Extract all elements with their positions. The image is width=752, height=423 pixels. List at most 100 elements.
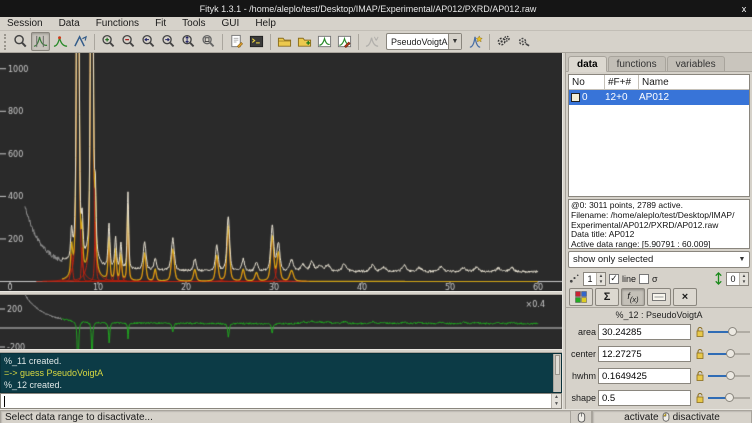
spin-up-icon[interactable]: ▲ <box>597 272 605 279</box>
magnifier-icon <box>14 34 27 48</box>
tab-variables[interactable]: variables <box>666 56 725 71</box>
param-row-hwhm: hwhm <box>566 365 752 387</box>
save-session-button[interactable] <box>335 32 354 51</box>
spin-down-icon[interactable]: ▼ <box>740 278 748 285</box>
script-page-icon <box>231 34 243 48</box>
fit-settings-button[interactable] <box>514 32 533 51</box>
history-spinner[interactable]: ▲ ▼ <box>551 394 561 408</box>
sigma-checkbox[interactable] <box>639 273 650 284</box>
console-scrollbar[interactable] <box>553 354 561 392</box>
param-shape-slider[interactable] <box>708 391 750 405</box>
dataset-list-header: No #F+# Name <box>569 75 749 90</box>
param-area-input[interactable] <box>598 324 691 340</box>
zoom-previous-button[interactable] <box>139 32 158 51</box>
log-viewer-button[interactable] <box>247 32 266 51</box>
text-caret <box>4 395 5 407</box>
save-image-button[interactable] <box>315 32 334 51</box>
param-center-input[interactable] <box>598 346 691 362</box>
chevron-down-icon: ▼ <box>738 256 746 263</box>
mouse-hints: activate disactivate <box>592 410 752 423</box>
load-data-custom-button[interactable] <box>295 32 314 51</box>
toolbar-separator <box>222 33 223 50</box>
load-data-button[interactable] <box>275 32 294 51</box>
activate-mode-button[interactable] <box>71 32 90 51</box>
point-size-spinner[interactable]: 1 ▲ ▼ <box>583 271 606 286</box>
script-editor-button[interactable] <box>227 32 246 51</box>
save-plot-edit-icon <box>337 35 352 48</box>
toolbar-grip[interactable] <box>4 33 8 50</box>
add-peak-star-icon <box>469 35 483 48</box>
param-hwhm-slider[interactable] <box>708 369 750 383</box>
tab-data[interactable]: data <box>568 56 607 72</box>
label-button[interactable] <box>647 288 671 306</box>
disactivate-hint: disactivate <box>672 411 720 423</box>
add-peak-button[interactable] <box>466 32 485 51</box>
info-line: @0: 3011 points, 2789 active. <box>571 200 683 210</box>
selected-function-header: %_12 : PseudoVoigtA <box>615 310 703 320</box>
param-row-center: center <box>566 343 752 365</box>
param-area-slider[interactable] <box>708 325 750 339</box>
dataset-number: 0 <box>582 92 588 103</box>
spin-down-icon[interactable]: ▼ <box>597 278 605 285</box>
menu-fit[interactable]: Fit <box>155 18 167 29</box>
sidebar-tabs: data functions variables <box>566 53 752 72</box>
color-grid-button[interactable] <box>569 288 593 306</box>
zoom-out-button[interactable] <box>119 32 138 51</box>
zoom-next-button[interactable] <box>159 32 178 51</box>
zoom-all-icon <box>202 34 215 48</box>
filter-dropdown[interactable]: show only selected ▼ <box>568 251 750 268</box>
menu-help[interactable]: Help <box>255 18 276 29</box>
spin-up-icon[interactable]: ▲ <box>552 394 561 401</box>
sidebar-splitter[interactable] <box>562 53 566 409</box>
scrollbar-thumb[interactable] <box>555 355 560 375</box>
plot-splitter[interactable] <box>0 291 562 295</box>
title-bar: Fityk 1.3.1 - /home/aleplo/test/Desktop/… <box>0 0 752 17</box>
shift-value: 0 <box>730 273 736 284</box>
lock-icon <box>696 392 703 403</box>
zoom-in-button[interactable] <box>99 32 118 51</box>
param-hwhm-input[interactable] <box>598 368 691 384</box>
lock-button[interactable] <box>693 326 706 338</box>
add-peak-mode-button[interactable] <box>51 32 70 51</box>
menu-session[interactable]: Session <box>7 18 43 29</box>
fit-continue-icon <box>518 37 530 47</box>
auto-add-disabled-icon <box>365 36 379 47</box>
run-fit-button[interactable] <box>494 32 513 51</box>
dataset-row[interactable]: 0 12+0 AP012 <box>569 90 749 105</box>
line-checkbox[interactable]: ✓ <box>609 273 619 284</box>
command-input[interactable]: ▲ ▼ <box>0 393 562 409</box>
shift-spinner[interactable]: 0 ▲ ▼ <box>726 271 749 286</box>
sum-button[interactable]: Σ <box>595 288 619 306</box>
dataset-list: No #F+# Name 0 12+0 AP012 <box>568 74 750 197</box>
function-toolbar: Σ f(x) × <box>566 287 752 308</box>
console-splitter[interactable] <box>0 349 562 353</box>
lock-button[interactable] <box>693 392 706 404</box>
zoom-all-button[interactable] <box>199 32 218 51</box>
menu-gui[interactable]: GUI <box>221 18 240 29</box>
open-folder-plus-icon <box>297 37 312 47</box>
delete-button[interactable]: × <box>673 288 697 306</box>
menu-functions[interactable]: Functions <box>95 18 140 29</box>
info-line: Experimental/AP012/PXRD/AP012.raw <box>571 219 719 230</box>
console-output: %_11 created. =-> guess PseudoVoigtA %_1… <box>0 353 562 393</box>
main-plot-canvas[interactable] <box>0 53 562 291</box>
tab-functions[interactable]: functions <box>607 56 666 71</box>
function-type-select[interactable]: PseudoVoigtA ▼ <box>386 33 462 50</box>
zoom-mode-button[interactable] <box>11 32 30 51</box>
menu-tools[interactable]: Tools <box>182 18 206 29</box>
spin-down-icon[interactable]: ▼ <box>552 401 561 408</box>
param-center-slider[interactable] <box>708 347 750 361</box>
aux-plot-canvas[interactable] <box>0 295 562 349</box>
auto-add-button[interactable] <box>363 32 382 51</box>
close-button[interactable]: x <box>741 3 747 14</box>
menu-data[interactable]: Data <box>58 18 80 29</box>
lock-button[interactable] <box>693 370 706 382</box>
mouse-hint-button[interactable] <box>570 410 592 423</box>
data-range-mode-button[interactable] <box>31 32 50 51</box>
zoom-vertical-button[interactable] <box>179 32 198 51</box>
formula-button[interactable]: f(x) <box>621 288 645 306</box>
lock-button[interactable] <box>693 348 706 360</box>
spin-up-icon[interactable]: ▲ <box>740 272 748 279</box>
data-color-swatch[interactable] <box>571 93 580 102</box>
param-shape-input[interactable] <box>598 390 691 406</box>
